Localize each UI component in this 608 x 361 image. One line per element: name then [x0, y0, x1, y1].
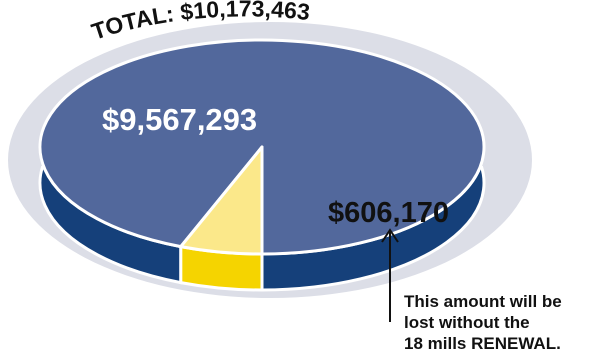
annotation-line-3: 18 mills RENEWAL. — [404, 334, 561, 353]
annotation-line-2: lost without the — [404, 313, 530, 332]
annotation-arrow — [381, 228, 399, 322]
slice-label-large: $9,567,293 — [102, 102, 257, 137]
pie-slice-1 — [179, 145, 264, 256]
annotation-line-1: This amount will be — [404, 292, 562, 311]
slice-label-small: $606,170 — [328, 197, 449, 229]
